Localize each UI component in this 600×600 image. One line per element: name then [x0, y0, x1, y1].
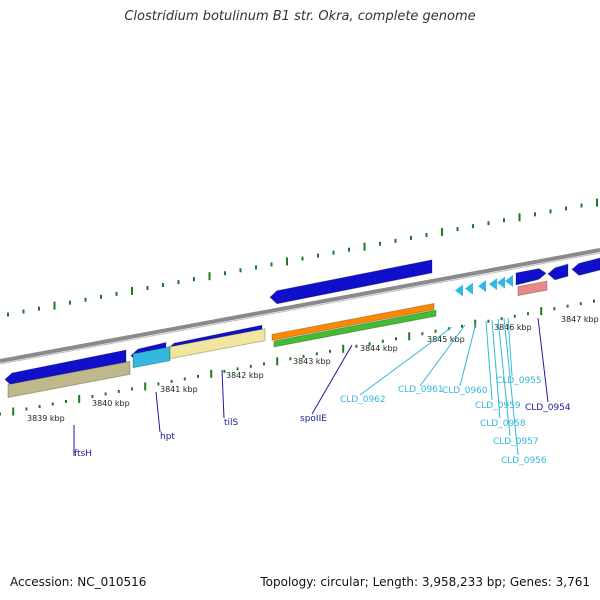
leader-line: [503, 317, 519, 456]
small-gene-arrow: [505, 275, 513, 288]
leader-line: [485, 320, 493, 401]
leader-line: [491, 319, 501, 419]
gene-block: [517, 280, 548, 297]
gene-block: [271, 302, 435, 341]
scale-label: 3846 kbp: [494, 323, 532, 332]
gene-arrow: [547, 263, 569, 281]
scale-label: 3845 kbp: [427, 335, 465, 344]
scale-label: 3842 kbp: [226, 371, 264, 380]
gene-label-cld_0960[interactable]: CLD_0960: [442, 386, 488, 396]
gene-label-cld_0955[interactable]: CLD_0955: [496, 376, 542, 386]
gene-block: [273, 309, 437, 348]
leader-line: [497, 318, 511, 437]
small-gene-arrow: [465, 282, 473, 295]
gene-arrow: [269, 259, 433, 305]
gene-label-cld_0961[interactable]: CLD_0961: [398, 385, 444, 395]
gene-arrow: [571, 257, 600, 276]
leader-line: [459, 322, 477, 387]
small-gene-arrow: [478, 280, 486, 293]
gene-label-cld_0962[interactable]: CLD_0962: [340, 395, 386, 405]
scale-label: 3841 kbp: [160, 385, 198, 394]
leader-line: [155, 391, 161, 433]
topology-text: Topology: circular; Length: 3,958,233 bp…: [260, 575, 590, 589]
gene-label-spoiie[interactable]: spoIIE: [300, 414, 327, 424]
small-gene-arrow: [455, 284, 463, 297]
genome-backbone-shadow: [0, 252, 600, 365]
map-title: Clostridium botulinum B1 str. Okra, comp…: [124, 9, 476, 24]
gene-label-cld_0957[interactable]: CLD_0957: [493, 437, 539, 447]
gene-arrow: [515, 268, 547, 286]
gene-block: [7, 360, 131, 399]
leader-line: [359, 326, 453, 396]
gene-label-cld_0954[interactable]: CLD_0954: [525, 403, 571, 413]
leader-line: [507, 317, 513, 377]
leader-line: [537, 317, 549, 403]
scale-label: 3839 kbp: [27, 414, 65, 423]
gene-label-tils[interactable]: tilS: [224, 418, 239, 428]
small-gene-arrow: [497, 276, 505, 289]
gene-label-hpt[interactable]: hpt: [160, 432, 175, 442]
leader-line: [311, 344, 353, 415]
gene-label-cld_0956[interactable]: CLD_0956: [501, 456, 547, 466]
gene-block: [169, 328, 266, 360]
scale-label: 3847 kbp: [561, 315, 599, 324]
gene-label-cld_0959[interactable]: CLD_0959: [475, 401, 521, 411]
gene-block: [132, 346, 171, 369]
scale-label: 3844 kbp: [360, 344, 398, 353]
leader-line: [419, 324, 466, 387]
scale-label: 3840 kbp: [92, 399, 130, 408]
gene-label-cld_0958[interactable]: CLD_0958: [480, 419, 526, 429]
small-gene-arrow: [489, 278, 497, 291]
scale-label: 3843 kbp: [293, 357, 331, 366]
gene-label-ftsh[interactable]: ftsH: [74, 449, 92, 459]
leader-line: [221, 369, 225, 419]
genome-backbone: [0, 248, 600, 363]
accession-text: Accession: NC_010516: [10, 575, 147, 589]
